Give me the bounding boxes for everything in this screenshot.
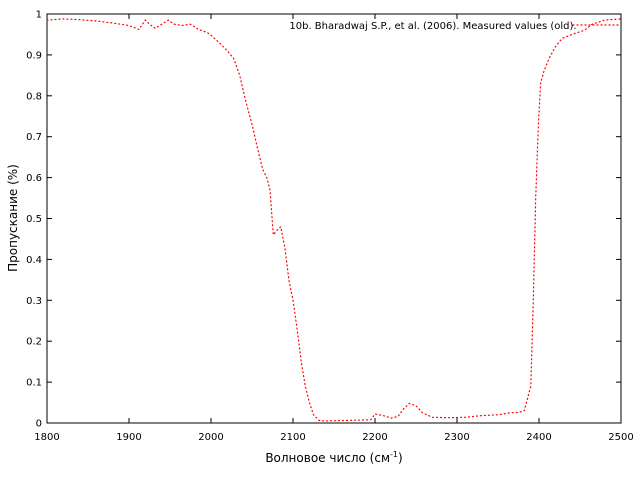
x-tick-label: 2500 [608, 432, 633, 443]
x-tick-label: 2100 [280, 432, 305, 443]
series-layer [46, 18, 622, 422]
y-tick-label: 0 [36, 419, 42, 430]
x-tick-label: 1800 [34, 432, 59, 443]
y-axis-title: Пропускание (%) [6, 164, 20, 272]
x-tick-label: 2000 [198, 432, 223, 443]
y-tick-label: 0.9 [26, 50, 42, 61]
legend-label: 10b. Bharadwaj S.P., et al. (2006). Meas… [289, 21, 576, 32]
series-line [46, 18, 622, 422]
y-tick-label: 0.1 [26, 378, 42, 389]
x-tick-label: 2400 [526, 432, 551, 443]
y-tick-label: 0.2 [26, 337, 42, 348]
y-tick-label: 0.8 [26, 91, 42, 102]
y-tick-label: 0.3 [26, 296, 42, 307]
x-axis-ticks: 1800 1900 2000 2100 2200 2300 2400 2500 [34, 14, 634, 443]
y-tick-label: 0.4 [26, 255, 42, 266]
x-tick-label: 2300 [444, 432, 469, 443]
y-tick-label: 1 [36, 10, 42, 21]
x-axis-title-main: Волновое число (см [265, 451, 390, 465]
x-axis-title-sup: -1 [390, 450, 398, 459]
y-tick-label: 0.6 [26, 173, 42, 184]
x-axis-title: Волновое число (см-1) [265, 450, 402, 465]
x-axis-title-end: ) [398, 451, 403, 465]
x-tick-label: 2200 [362, 432, 387, 443]
y-tick-label: 0.7 [26, 132, 42, 143]
x-tick-label: 1900 [116, 432, 141, 443]
y-tick-label: 0.5 [26, 214, 42, 225]
y-axis-ticks: 0 0.1 0.2 0.3 0.4 0.5 0.6 0.7 0.8 0.9 1 [26, 10, 621, 430]
